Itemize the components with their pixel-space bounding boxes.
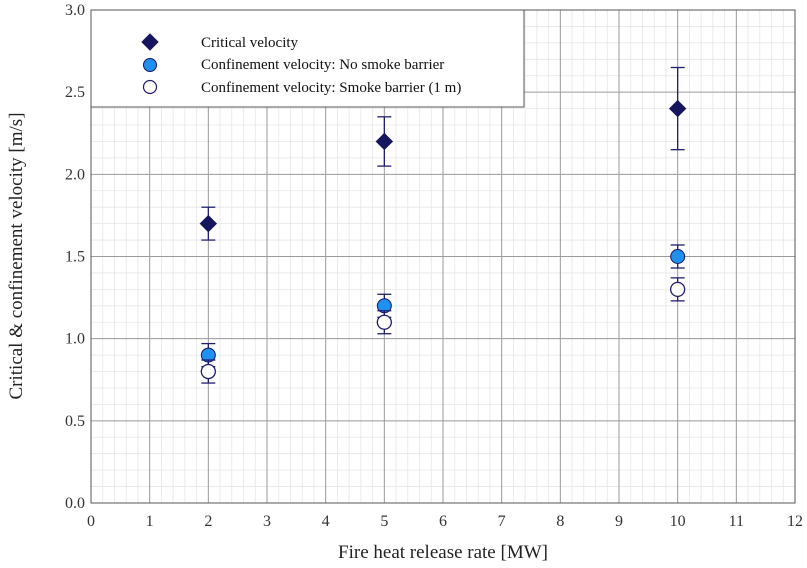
legend-marker-critical-velocity [141,33,159,51]
x-tick-label: 11 [729,513,744,530]
x-tick-labels: 0 1 2 3 4 5 6 7 8 9 10 11 12 [87,513,803,530]
x-tick-label: 8 [556,513,564,530]
data-layer [199,66,687,384]
y-tick-label: 0.0 [65,495,85,512]
x-tick-label: 7 [498,513,506,530]
legend-marker-smoke-barrier [142,79,158,95]
y-tick-label: 1.5 [65,249,85,266]
x-axis-title: Fire heat release rate [MW] [338,542,548,563]
point-critical-velocity [375,132,394,151]
point-critical-velocity [199,214,218,233]
legend-marker-no-smoke-barrier [143,58,157,72]
y-tick-labels: 0.0 0.5 1.0 1.5 2.0 2.5 3.0 [65,2,85,512]
x-tick-label: 4 [322,513,330,530]
x-tick-label: 3 [263,513,271,530]
point-critical-velocity [668,99,687,118]
y-tick-label: 3.0 [65,2,85,19]
y-tick-label: 2.5 [65,84,85,101]
point-smoke-barrier [200,363,216,380]
point-no-smoke-barrier [670,249,686,264]
legend-box [90,9,525,108]
y-tick-label: 0.5 [65,413,85,430]
legend-label-critical-velocity: Critical velocity [201,35,299,51]
y-tick-label: 2.0 [65,166,85,183]
x-tick-label: 9 [615,513,623,530]
x-tick-label: 12 [787,513,803,530]
point-smoke-barrier [670,281,686,298]
y-axis-title: Critical & confinement velocity [m/s] [6,112,27,399]
x-tick-label: 1 [146,513,154,530]
y-tick-label: 1.0 [65,331,85,348]
x-tick-label: 10 [670,513,686,530]
legend-label-no-smoke-barrier: Confinement velocity: No smoke barrier [201,57,444,73]
legend-label-smoke-barrier: Confinement velocity: Smoke barrier (1 m… [201,80,461,96]
legend: Critical velocity Confinement velocity: … [90,9,525,108]
x-tick-label: 2 [204,513,212,530]
x-tick-label: 0 [87,513,95,530]
x-tick-label: 5 [380,513,388,530]
point-smoke-barrier [376,314,392,330]
x-tick-label: 6 [439,513,447,530]
